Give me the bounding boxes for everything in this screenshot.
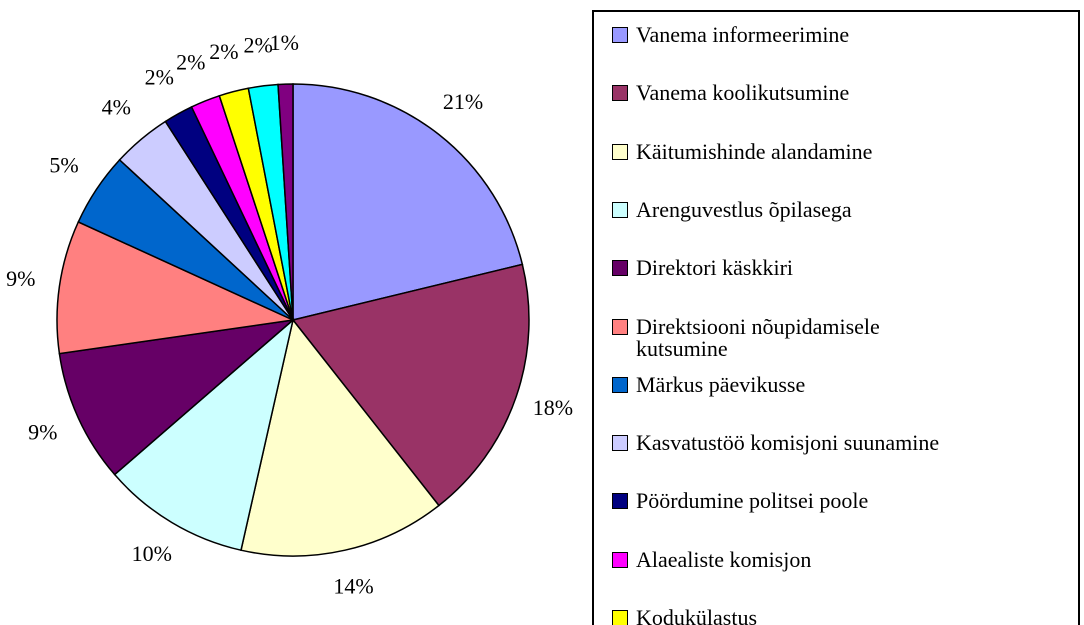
legend-swatch [612, 260, 628, 277]
legend-label: Kasvatustöö komisjoni suunamine [636, 430, 940, 456]
pie-slice [291, 263, 530, 507]
data-label: 9% [28, 419, 57, 444]
data-label: 2% [244, 32, 273, 57]
legend-swatch [612, 318, 628, 335]
data-label: 2% [176, 50, 205, 75]
legend: Vanema informeerimine Vanema koolikutsumi… [592, 10, 1080, 625]
legend-swatch [612, 493, 628, 510]
legend-label: Kodukülastus [636, 605, 757, 625]
legend-swatch [612, 143, 628, 160]
pie-slice [113, 317, 295, 552]
legend-swatch [612, 27, 628, 43]
legend-label: Arenguvestlus õpilasega [636, 196, 852, 222]
data-label: 1% [270, 30, 299, 55]
legend-swatch [612, 610, 628, 625]
pie-slice [240, 318, 440, 557]
legend-label: Pöördumine politsei poole [636, 488, 869, 514]
pie-slice [277, 83, 294, 321]
pie-slice [292, 83, 524, 321]
data-label: 14% [333, 573, 373, 598]
legend-label: Direktori käskkiri [636, 255, 794, 281]
data-label: 4% [102, 94, 131, 119]
legend-label: Käitumishinde alandamine [636, 138, 873, 164]
legend-swatch [612, 201, 628, 218]
legend-label: Vanema informeerimine [636, 22, 850, 47]
data-label: 10% [132, 541, 172, 566]
legend-swatch [612, 376, 628, 393]
legend-label: Direktsiooni nõupidamisele kutsumine [636, 313, 880, 361]
pie-slice [58, 318, 296, 476]
legend-label: Vanema koolikutsumine [636, 80, 850, 106]
data-label: 2% [145, 65, 174, 90]
legend-swatch [612, 551, 628, 568]
legend-swatch [612, 85, 628, 102]
legend-swatch [612, 435, 628, 452]
pie-slice [56, 220, 296, 355]
data-label: 2% [209, 39, 238, 64]
data-label: 18% [533, 395, 573, 420]
pie-area: 21%18%14%10%9%9%5%4%2%2% 2% 2%1% [6, 30, 573, 598]
data-label: 9% [6, 266, 35, 291]
legend-label: Märkus päevikusse [636, 371, 806, 397]
data-label: 5% [49, 153, 78, 178]
data-label: 21% [443, 89, 483, 114]
legend-label: Alaealiste komisjon [636, 546, 812, 572]
